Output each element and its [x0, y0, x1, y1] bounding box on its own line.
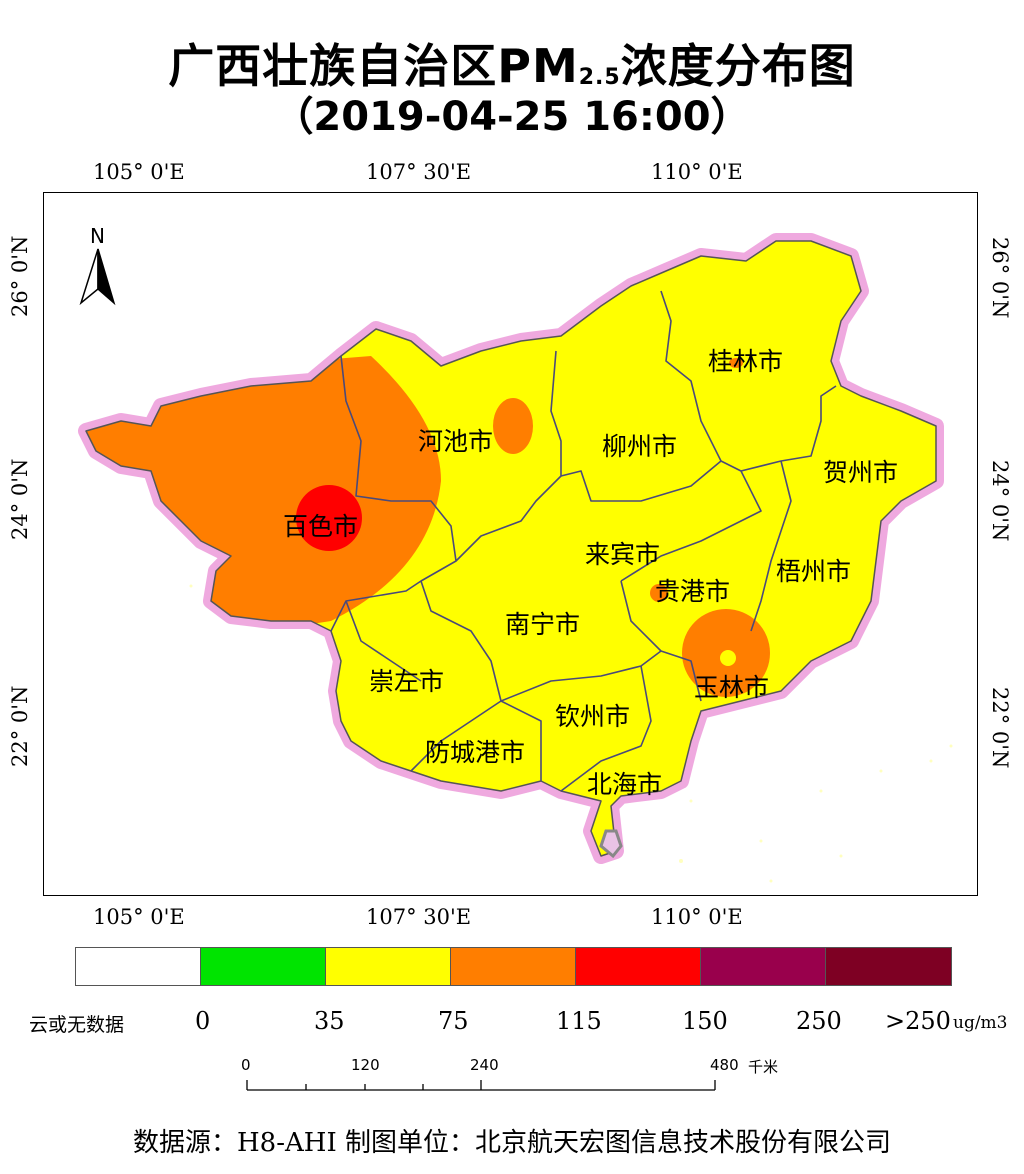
city-label-chongzuo: 崇左市: [369, 667, 445, 696]
legend-swatch-150-250: [701, 948, 826, 985]
map-datetime: （2019-04-25 16:00）: [273, 94, 751, 140]
legend-label-over-250: >250: [885, 1007, 951, 1035]
lon-label-top-105: 105° 0'E: [93, 160, 185, 184]
scale-label-240: 240: [470, 1056, 499, 1074]
map-frame[interactable]: N: [43, 192, 978, 896]
city-label-guigang: 贵港市: [655, 577, 731, 606]
legend-swatch-no-data: [76, 948, 201, 985]
city-label-yulin: 玉林市: [694, 673, 770, 702]
legend-label-75: 75: [438, 1007, 469, 1035]
legend-swatch-0-35: [201, 948, 326, 985]
city-label-liuzhou: 柳州市: [602, 432, 678, 461]
legend-swatch-35-75: [326, 948, 451, 985]
lat-label-right-26: 26° 0'N: [988, 237, 1012, 319]
lon-label-top-110: 110° 0'E: [651, 160, 743, 184]
city-label-wuzhou: 梧州市: [776, 557, 852, 586]
scale-label-120: 120: [351, 1056, 380, 1074]
legend-label-35: 35: [314, 1007, 345, 1035]
legend-label-115: 115: [556, 1007, 602, 1035]
city-label-qinzhou: 钦州市: [555, 702, 631, 731]
lat-label-right-24: 24° 0'N: [988, 460, 1012, 542]
north-arrow: N: [79, 224, 116, 306]
lon-label-bottom-107-5: 107° 30'E: [366, 905, 472, 929]
city-label-nanning: 南宁市: [505, 610, 581, 639]
scale-label-0: 0: [241, 1056, 251, 1074]
lat-label-left-24: 24° 0'N: [8, 458, 32, 540]
scale-bar: [246, 1080, 716, 1091]
legend-swatch-115-150: [576, 948, 701, 985]
city-label-laibin: 来宾市: [585, 540, 661, 569]
map-title: 广西壮族自治区PM2.5浓度分布图: [168, 39, 856, 93]
north-arrow-label: N: [90, 224, 105, 248]
city-label-baise: 百色市: [283, 512, 359, 541]
lat-label-left-26: 26° 0'N: [8, 235, 32, 317]
legend-label-250: 250: [796, 1007, 842, 1035]
legend-label-0: 0: [195, 1007, 211, 1035]
city-label-fangchenggang: 防城港市: [425, 738, 526, 767]
city-label-guilin: 桂林市: [708, 347, 784, 376]
scale-unit: 千米: [748, 1058, 779, 1076]
city-label-beihai: 北海市: [587, 770, 663, 799]
legend-color-bar: [75, 947, 952, 986]
lon-label-top-107-5: 107° 30'E: [366, 160, 472, 184]
city-label-hezhou: 贺州市: [823, 458, 899, 487]
legend-swatch-over-250: [826, 948, 951, 985]
lat-label-right-22: 22° 0'N: [988, 687, 1012, 769]
lon-label-bottom-110: 110° 0'E: [651, 905, 743, 929]
pm25-map: N: [44, 193, 977, 895]
legend-unit: ug/m3: [953, 1013, 1008, 1033]
legend-label-no-data: 云或无数据: [29, 1014, 125, 1036]
lat-label-left-22: 22° 0'N: [8, 685, 32, 767]
credits-footer: 数据源：H8-AHI 制图单位：北京航天宏图信息技术股份有限公司: [133, 1128, 891, 1158]
legend-swatch-75-115: [451, 948, 576, 985]
city-label-hechi: 河池市: [418, 427, 494, 456]
scale-label-480: 480: [710, 1056, 739, 1074]
legend-label-150: 150: [682, 1007, 728, 1035]
lon-label-bottom-105: 105° 0'E: [93, 905, 185, 929]
